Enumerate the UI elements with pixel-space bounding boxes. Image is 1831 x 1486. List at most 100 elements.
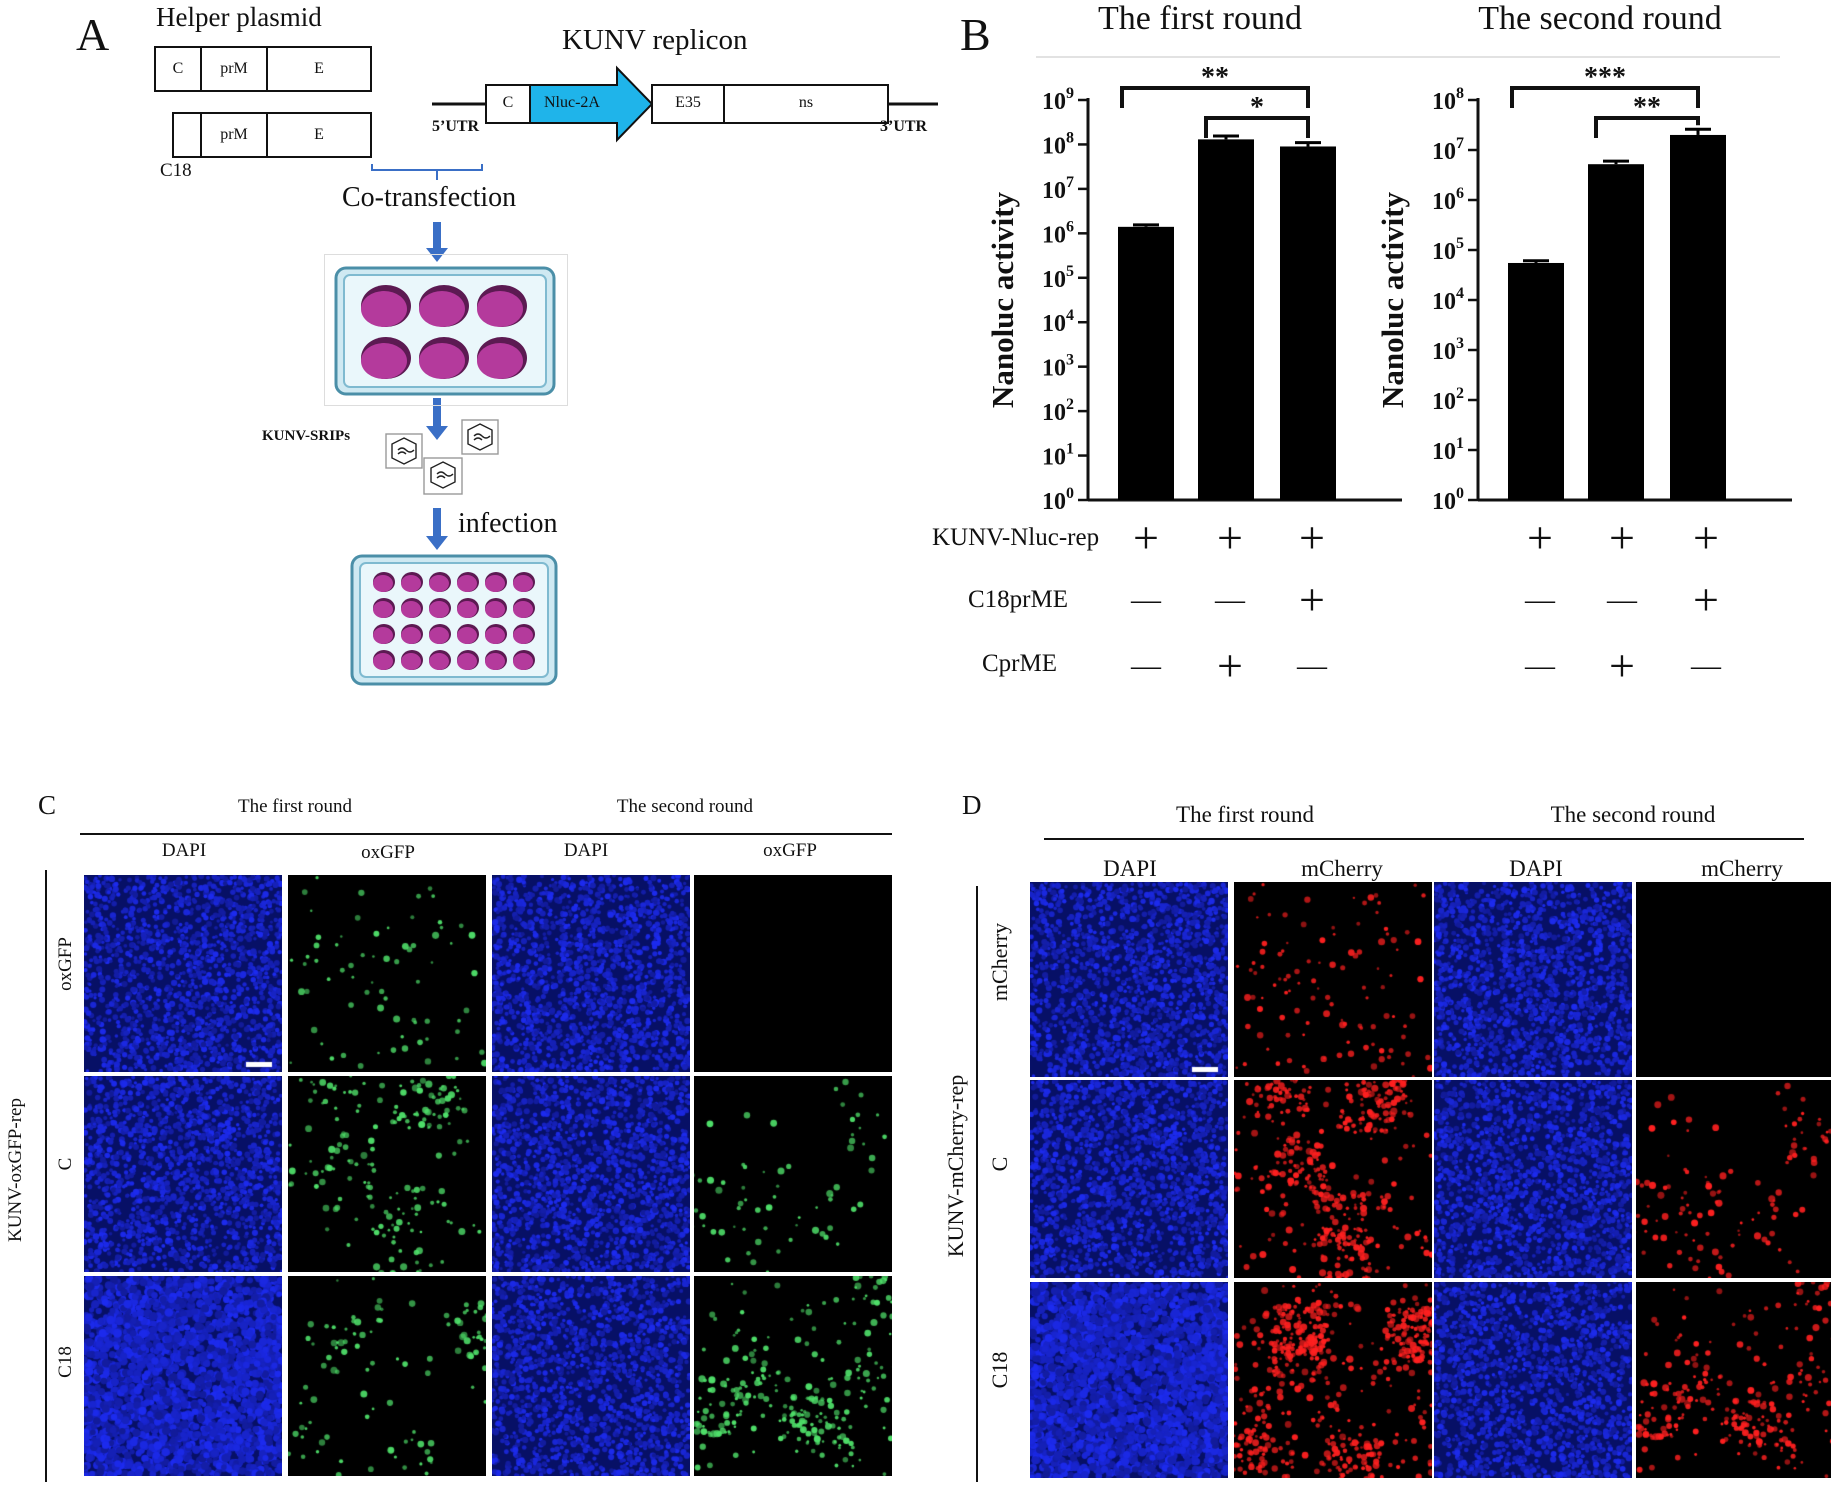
panel-c-col-oxgfp-1: oxGFP: [361, 842, 415, 863]
y-tick-label: 103: [1432, 335, 1464, 365]
well-fill: [429, 575, 449, 592]
y-tick-label: 101: [1432, 435, 1464, 465]
plus-sign: +: [1609, 512, 1635, 563]
well-fill: [373, 627, 393, 644]
minus-sign: —: [1131, 583, 1161, 616]
y-tick-label: 107: [1042, 174, 1074, 204]
well-fill: [457, 601, 477, 618]
panel-d-side-rule: [976, 886, 978, 1482]
minus-sign: —: [1131, 649, 1161, 682]
y-tick-label: 104: [1432, 285, 1464, 315]
y-tick-label: 100: [1042, 485, 1074, 515]
y-tick-label: 108: [1432, 85, 1464, 115]
six-well-plate-frame: [324, 254, 568, 406]
oxgfp-micrograph: [694, 1276, 892, 1476]
minus-sign: —: [1215, 583, 1245, 616]
bar: [1118, 226, 1174, 501]
y-tick-label: 106: [1042, 218, 1074, 248]
significance-bracket: [1510, 86, 1700, 108]
dapi-micrograph: [84, 1276, 282, 1476]
bar: [1280, 146, 1336, 500]
y-tick-label: 101: [1042, 441, 1074, 471]
c18-label: C18: [160, 160, 192, 181]
minus-sign: —: [1297, 649, 1327, 682]
panel-d-col-mcherry-1: mCherry: [1301, 856, 1383, 881]
infection-label: infection: [458, 508, 558, 539]
dapi-micrograph: [84, 1076, 282, 1272]
panel-d-col-mcherry-2: mCherry: [1701, 856, 1783, 881]
helper1-e-box: E: [266, 46, 372, 92]
panel-b-letter: B: [960, 9, 991, 60]
significance-bracket: [1120, 86, 1310, 108]
srip-particles-icon: [385, 419, 499, 495]
six-well-plate-icon: [334, 266, 556, 396]
minus-sign: —: [1691, 649, 1721, 682]
significance-label: *: [1250, 92, 1264, 123]
nluc-arrow-icon: [529, 65, 654, 143]
down-arrow-icon: [426, 426, 448, 440]
chart2-title: The second round: [1478, 0, 1722, 37]
well-fill: [477, 291, 523, 327]
helper1-prm-box: prM: [200, 46, 268, 92]
replicon-c-label: C: [502, 94, 514, 111]
y-tick-label: 102: [1432, 385, 1464, 415]
flow-arrows: [371, 164, 483, 550]
y-tick-label: 109: [1042, 85, 1074, 115]
srips-label: KUNV-SRIPs: [262, 428, 351, 444]
plus-sign: +: [1609, 640, 1635, 691]
dapi-micrograph: [1030, 882, 1228, 1077]
well-fill: [401, 601, 421, 618]
plus-sign: +: [1217, 512, 1243, 563]
panel-c-row-c18: C18: [55, 1346, 76, 1378]
panel-d-row-c18: C18: [987, 1351, 1012, 1389]
y-tick-label: 103: [1042, 352, 1074, 382]
y-tick-label: 107: [1432, 135, 1464, 165]
well-fill: [513, 653, 533, 670]
significance-label: **: [1633, 92, 1661, 123]
cotransfection-label: Co-transfection: [342, 182, 517, 213]
well-fill: [485, 575, 505, 592]
y-tick-label: 104: [1042, 307, 1074, 337]
well-fill: [513, 575, 533, 592]
chart2-plot: 100 101 102 103 104 105 106 107 108 *****: [1432, 62, 1792, 515]
utr5-label: 5’UTR: [432, 118, 480, 135]
down-arrow-icon: [426, 536, 448, 550]
panel-c-row-oxgfp: oxGFP: [55, 937, 76, 991]
down-arrow-icon: [426, 248, 448, 262]
panel-c-letter: C: [38, 790, 57, 820]
mcherry-micrograph: [1234, 882, 1432, 1077]
panel-c-side-rule: [45, 870, 47, 1482]
panel-c-rule: [80, 833, 892, 835]
significance-label: **: [1201, 62, 1229, 93]
panel-c-col-oxgfp-2: oxGFP: [763, 840, 817, 861]
dapi-micrograph: [1434, 882, 1632, 1077]
well-fill: [401, 653, 421, 670]
bar: [1670, 134, 1726, 501]
well-fill: [513, 627, 533, 644]
dapi-micrograph: [1030, 1282, 1228, 1478]
well-fill: [457, 653, 477, 670]
well-fill: [477, 343, 523, 379]
well-fill: [429, 653, 449, 670]
helper2-c18-box: [172, 112, 202, 158]
well-fill: [361, 343, 407, 379]
oxgfp-micrograph: [288, 875, 486, 1072]
dapi-micrograph: [1030, 1080, 1228, 1278]
oxgfp-micrograph: [288, 1076, 486, 1272]
well-fill: [485, 653, 505, 670]
well-fill: [419, 291, 465, 327]
replicon-nluc-label: Nluc-2A: [544, 94, 600, 111]
panel-d-side-label: KUNV-mCherry-rep: [943, 1074, 968, 1258]
y-tick-label: 105: [1042, 263, 1074, 293]
significance-bracket: [1204, 116, 1310, 138]
helper2-prm-box: prM: [200, 112, 268, 158]
replicon-e35-label: E35: [675, 94, 701, 111]
plus-sign: +: [1217, 640, 1243, 691]
panel-c-col-dapi-2: DAPI: [563, 840, 609, 861]
y-tick-label: 105: [1432, 235, 1464, 265]
twentyfour-well-plate-icon: [350, 554, 558, 686]
replicon-ns-box: [723, 84, 889, 124]
significance-label: ***: [1584, 62, 1626, 93]
